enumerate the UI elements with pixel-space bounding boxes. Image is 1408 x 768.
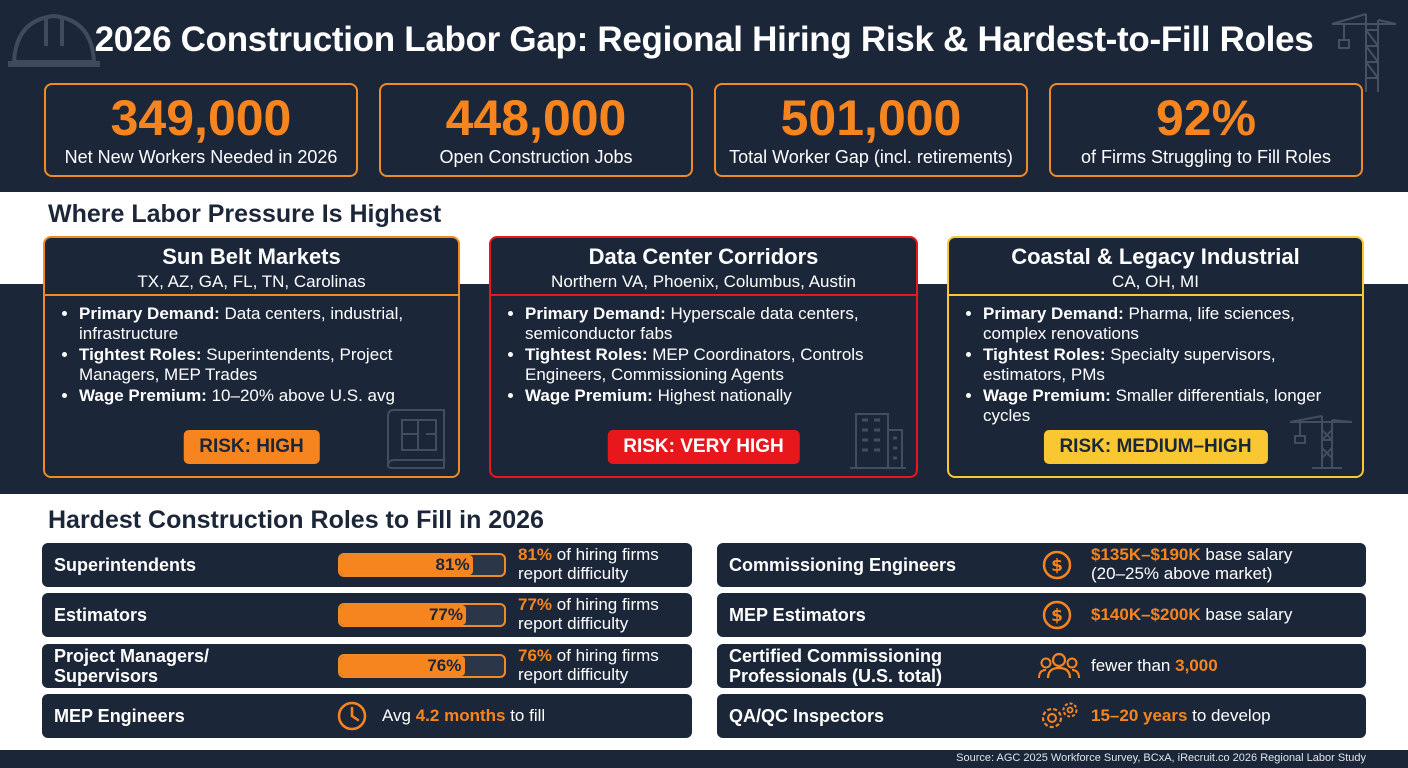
region-details: Primary Demand: Data centers, industrial… <box>45 296 458 406</box>
role-fill-time-text: Avg 4.2 months to fill <box>382 706 546 725</box>
region-card-coastal: Coastal & Legacy Industrial CA, OH, MI P… <box>947 236 1364 478</box>
tightest-roles: Tightest Roles: Superintendents, Project… <box>79 345 442 385</box>
wage-premium: Wage Premium: Smaller differentials, lon… <box>983 386 1346 426</box>
kpi-value: 448,000 <box>445 90 627 146</box>
role-difficulty-text: 81% of hiring firms report difficulty <box>518 545 659 583</box>
region-details: Primary Demand: Pharma, life sciences, c… <box>949 296 1362 426</box>
role-name: QA/QC Inspectors <box>729 706 885 726</box>
kpi-label: Net New Workers Needed in 2026 <box>64 147 338 167</box>
blueprint-icon <box>387 409 445 469</box>
kpi-label: Open Construction Jobs <box>439 147 633 167</box>
role-row-commissioning-engineers: Commissioning Engineers $ $135K–$190K ba… <box>717 543 1366 587</box>
region-places: TX, AZ, GA, FL, TN, Carolinas <box>137 272 366 291</box>
roles-section-title: Hardest Construction Roles to Fill in 20… <box>48 506 544 534</box>
role-row-qaqc-inspectors: QA/QC Inspectors 15–20 years to develop <box>717 694 1366 738</box>
difficulty-bar-label: 76% <box>427 656 462 675</box>
kpi-value: 349,000 <box>110 90 292 146</box>
wage-premium: Wage Premium: 10–20% above U.S. avg <box>79 386 442 406</box>
difficulty-bar-fill <box>340 555 473 575</box>
region-card-sun-belt: Sun Belt Markets TX, AZ, GA, FL, TN, Car… <box>43 236 460 478</box>
role-development-text: 15–20 years to develop <box>1091 706 1271 725</box>
kpi-open-jobs: 448,000 Open Construction Jobs <box>379 83 693 177</box>
svg-text:$: $ <box>1051 556 1063 576</box>
role-row-mep-estimators: MEP Estimators $ $140K–$200K base salary <box>717 593 1366 637</box>
region-header: Coastal & Legacy Industrial CA, OH, MI <box>949 238 1362 296</box>
region-card-data-center: Data Center Corridors Northern VA, Phoen… <box>489 236 918 478</box>
role-row-mep-engineers: MEP Engineers Avg 4.2 months to fill <box>42 694 692 738</box>
role-difficulty-text: 77% of hiring firms report difficulty <box>518 595 659 633</box>
role-salary-text: $140K–$200K base salary <box>1091 605 1293 624</box>
role-name: Estimators <box>54 605 148 625</box>
difficulty-bar-label: 77% <box>428 605 463 624</box>
source-note: Source: AGC 2025 Workforce Survey, BCxA,… <box>956 752 1366 764</box>
region-details: Primary Demand: Hyperscale data centers,… <box>491 296 916 406</box>
difficulty-bar-fill <box>340 605 467 625</box>
kpi-net-new-workers: 349,000 Net New Workers Needed in 2026 <box>44 83 358 177</box>
primary-demand: Primary Demand: Pharma, life sciences, c… <box>983 304 1346 344</box>
role-row-certified-commissioning: Certified Commissioning Professionals (U… <box>717 644 1366 688</box>
region-header: Data Center Corridors Northern VA, Phoen… <box>491 238 916 296</box>
difficulty-bar: 77% <box>338 603 506 627</box>
role-difficulty-text: 76% of hiring firms report difficulty <box>518 646 659 684</box>
role-name: Superintendents <box>54 555 197 575</box>
role-salary-text: $135K–$190K base salary (20–25% above mar… <box>1091 545 1293 583</box>
kpi-value: 92% <box>1155 90 1257 146</box>
kpi-firms-struggling: 92% of Firms Struggling to Fill Roles <box>1049 83 1363 177</box>
role-row-superintendents: Superintendents 81% 81% of hiring firms r… <box>42 543 692 587</box>
page-title: 2026 Construction Labor Gap: Regional Hi… <box>94 20 1314 59</box>
dollar-icon: $ <box>1042 550 1072 580</box>
dollar-icon: $ <box>1042 600 1072 630</box>
region-places: CA, OH, MI <box>1112 272 1199 291</box>
hard-hat-icon <box>8 13 100 67</box>
pressure-section-title: Where Labor Pressure Is Highest <box>48 200 442 228</box>
difficulty-bar-label: 81% <box>435 555 470 574</box>
risk-badge: RISK: VERY HIGH <box>607 430 800 464</box>
tightest-roles: Tightest Roles: Specialty supervisors, e… <box>983 345 1346 385</box>
tower-crane-icon <box>1331 13 1397 92</box>
region-name: Data Center Corridors <box>588 244 819 269</box>
role-name: Certified Commissioning Professionals (U… <box>729 646 943 686</box>
footer-band <box>0 750 1408 768</box>
kpi-label: of Firms Struggling to Fill Roles <box>1080 147 1332 167</box>
role-name: Project Managers/ Supervisors <box>54 646 210 686</box>
region-header: Sun Belt Markets TX, AZ, GA, FL, TN, Car… <box>45 238 458 296</box>
difficulty-bar: 81% <box>338 553 506 577</box>
role-count-text: fewer than 3,000 <box>1091 656 1218 675</box>
role-name: MEP Engineers <box>54 706 185 726</box>
crane-icon <box>1289 415 1353 469</box>
difficulty-bar: 76% <box>338 654 506 678</box>
risk-badge: RISK: HIGH <box>183 430 320 464</box>
region-name: Sun Belt Markets <box>162 244 341 269</box>
risk-badge: RISK: MEDIUM–HIGH <box>1043 430 1268 464</box>
role-name: MEP Estimators <box>729 605 866 625</box>
building-icon <box>850 413 906 469</box>
region-places: Northern VA, Phoenix, Columbus, Austin <box>551 272 856 291</box>
svg-text:$: $ <box>1051 606 1063 626</box>
clock-icon <box>337 701 367 731</box>
people-icon <box>1038 652 1080 679</box>
kpi-total-worker-gap: 501,000 Total Worker Gap (incl. retireme… <box>714 83 1028 177</box>
role-row-estimators: Estimators 77% 77% of hiring firms report… <box>42 593 692 637</box>
tightest-roles: Tightest Roles: MEP Coordinators, Contro… <box>525 345 900 385</box>
kpi-label: Total Worker Gap (incl. retirements) <box>729 147 1013 167</box>
primary-demand: Primary Demand: Hyperscale data centers,… <box>525 304 900 344</box>
role-row-project-managers: Project Managers/ Supervisors 76% 76% of… <box>42 644 692 688</box>
role-name: Commissioning Engineers <box>729 555 957 575</box>
difficulty-bar-fill <box>340 656 465 676</box>
region-name: Coastal & Legacy Industrial <box>1011 244 1300 269</box>
wage-premium: Wage Premium: Highest nationally <box>525 386 900 406</box>
kpi-value: 501,000 <box>780 90 962 146</box>
gears-icon <box>1041 702 1078 729</box>
primary-demand: Primary Demand: Data centers, industrial… <box>79 304 442 344</box>
